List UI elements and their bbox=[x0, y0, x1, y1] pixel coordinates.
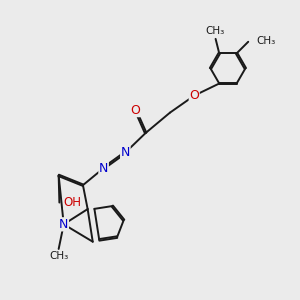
Text: O: O bbox=[189, 89, 199, 102]
Text: O: O bbox=[130, 103, 140, 117]
Text: N: N bbox=[121, 146, 130, 159]
Text: N: N bbox=[59, 218, 68, 231]
Text: CH₃: CH₃ bbox=[205, 26, 224, 36]
Text: CH₃: CH₃ bbox=[49, 251, 68, 261]
Text: CH₃: CH₃ bbox=[256, 36, 275, 46]
Text: N: N bbox=[99, 162, 108, 175]
Text: OH: OH bbox=[64, 196, 82, 209]
